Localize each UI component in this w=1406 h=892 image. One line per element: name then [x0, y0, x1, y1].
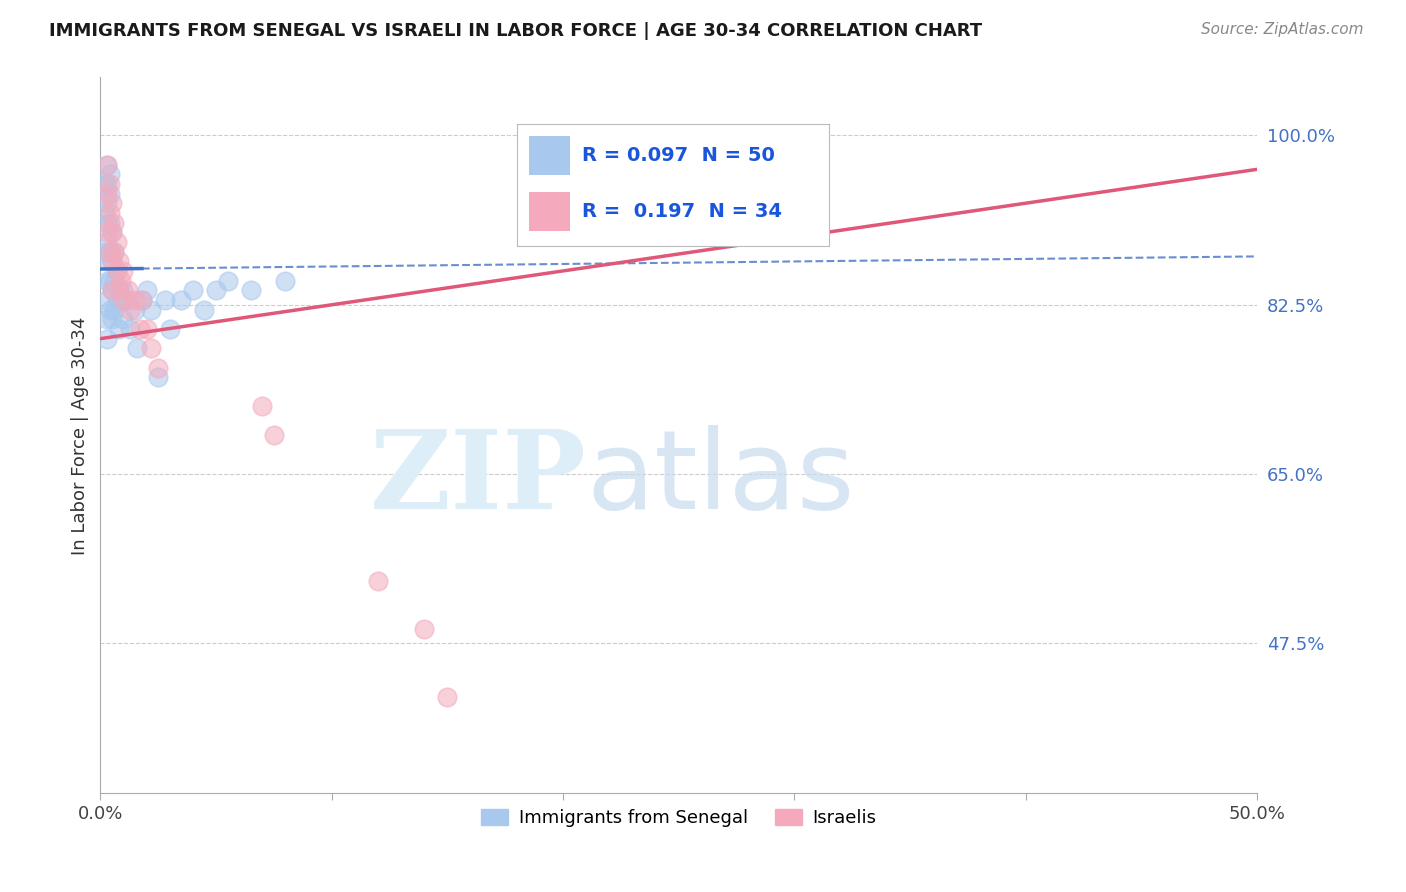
Point	[761, 128, 783, 143]
Text: Source: ZipAtlas.com: Source: ZipAtlas.com	[1201, 22, 1364, 37]
Point	[127, 341, 149, 355]
Point	[96, 312, 118, 326]
Point	[96, 216, 118, 230]
Point	[103, 244, 125, 259]
Point	[103, 244, 125, 259]
Point	[141, 341, 163, 355]
Point	[98, 274, 121, 288]
Point	[96, 235, 118, 249]
Point	[98, 177, 121, 191]
Point	[112, 293, 135, 307]
Point	[101, 283, 124, 297]
Point	[96, 293, 118, 307]
Point	[96, 196, 118, 211]
Point	[98, 244, 121, 259]
Point	[148, 360, 170, 375]
Text: atlas: atlas	[586, 425, 855, 532]
Point	[101, 283, 124, 297]
Point	[101, 225, 124, 239]
Point	[141, 302, 163, 317]
Point	[103, 302, 125, 317]
Point	[124, 293, 146, 307]
Point	[159, 322, 181, 336]
Point	[135, 322, 157, 336]
Point	[94, 177, 117, 191]
Point	[105, 264, 128, 278]
Point	[205, 283, 228, 297]
Point	[96, 225, 118, 239]
Point	[120, 322, 142, 336]
Legend: Immigrants from Senegal, Israelis: Immigrants from Senegal, Israelis	[474, 802, 884, 834]
Text: IMMIGRANTS FROM SENEGAL VS ISRAELI IN LABOR FORCE | AGE 30-34 CORRELATION CHART: IMMIGRANTS FROM SENEGAL VS ISRAELI IN LA…	[49, 22, 983, 40]
Point	[98, 244, 121, 259]
Point	[153, 293, 176, 307]
Point	[98, 216, 121, 230]
Point	[96, 254, 118, 268]
Point	[105, 264, 128, 278]
Point	[217, 274, 239, 288]
Point	[117, 283, 139, 297]
Point	[170, 293, 193, 307]
Y-axis label: In Labor Force | Age 30-34: In Labor Force | Age 30-34	[72, 316, 89, 555]
Point	[108, 283, 131, 297]
Point	[108, 283, 131, 297]
Point	[193, 302, 215, 317]
Point	[96, 186, 118, 201]
Point	[112, 283, 135, 297]
Point	[101, 225, 124, 239]
Point	[263, 428, 285, 442]
Point	[98, 186, 121, 201]
Point	[148, 370, 170, 384]
Point	[367, 574, 389, 588]
Point	[131, 293, 153, 307]
Point	[112, 312, 135, 326]
Point	[110, 274, 132, 288]
Point	[96, 332, 118, 346]
Point	[124, 302, 146, 317]
Point	[101, 254, 124, 268]
Text: ZIP: ZIP	[370, 425, 586, 532]
Point	[120, 302, 142, 317]
Point	[105, 293, 128, 307]
Point	[105, 235, 128, 249]
Point	[128, 322, 150, 336]
Point	[96, 177, 118, 191]
Point	[101, 196, 124, 211]
Point	[413, 622, 436, 636]
Point	[181, 283, 204, 297]
Point	[94, 244, 117, 259]
Point	[131, 293, 153, 307]
Point	[737, 128, 759, 143]
Point	[135, 283, 157, 297]
Point	[110, 293, 132, 307]
Point	[112, 264, 135, 278]
Point	[103, 216, 125, 230]
Point	[117, 293, 139, 307]
Point	[98, 167, 121, 181]
Point	[239, 283, 262, 297]
Point	[108, 322, 131, 336]
Point	[108, 254, 131, 268]
Point	[436, 690, 458, 704]
Point	[274, 274, 297, 288]
Point	[96, 274, 118, 288]
Point	[98, 302, 121, 317]
Point	[103, 274, 125, 288]
Point	[252, 400, 274, 414]
Point	[101, 312, 124, 326]
Point	[96, 157, 118, 171]
Point	[96, 157, 118, 171]
Point	[101, 254, 124, 268]
Point	[94, 206, 117, 220]
Point	[98, 206, 121, 220]
